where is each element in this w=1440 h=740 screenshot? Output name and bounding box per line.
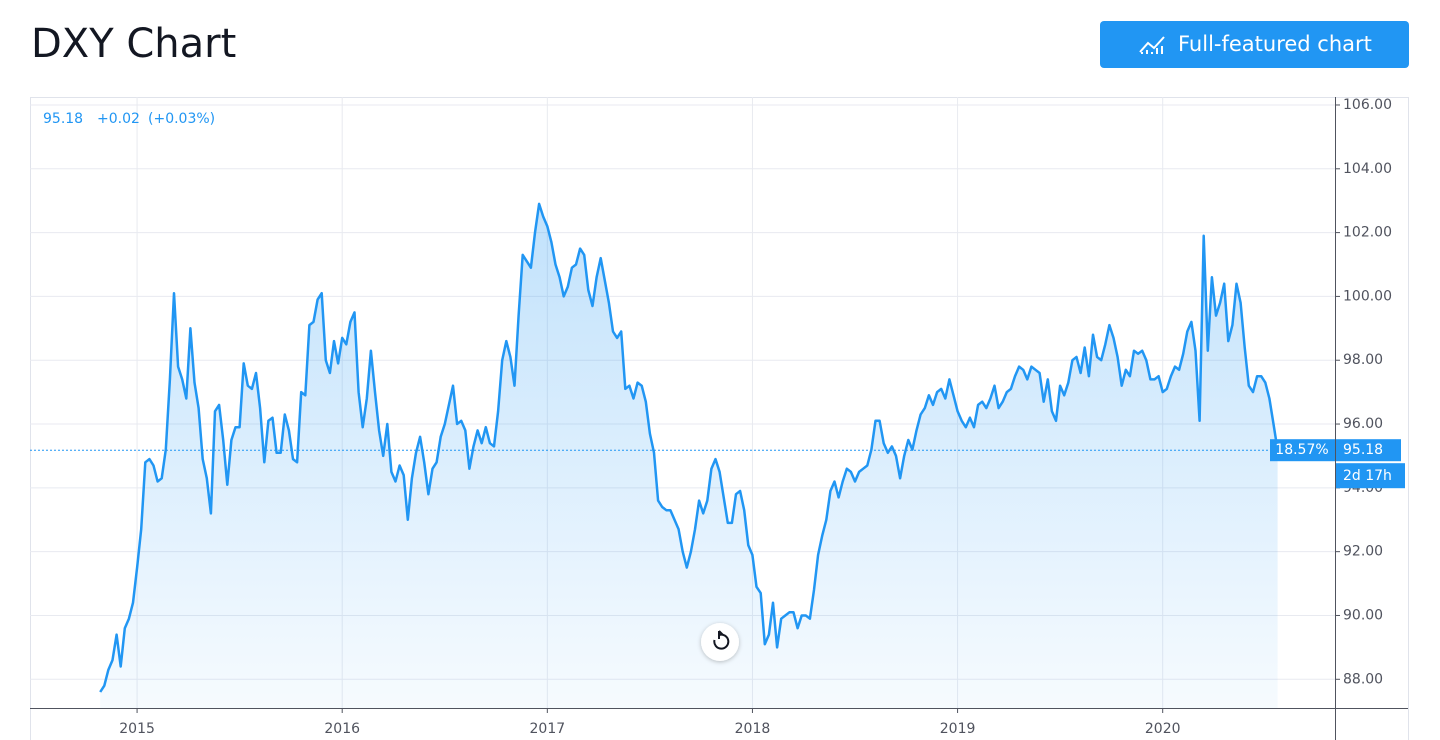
y-tick-label: 102.00 (1343, 225, 1392, 241)
area (100, 203, 1278, 708)
button-background[interactable] (1100, 21, 1409, 68)
chart-title: DXY Chart (31, 21, 236, 67)
percent-badge (1270, 439, 1335, 462)
chart-frame (30, 97, 1409, 740)
reset-circle[interactable] (701, 623, 739, 661)
y-tick-label: 100.00 (1343, 288, 1392, 304)
x-tick-label: 2019 (940, 721, 976, 737)
legend-price: 95.18 (43, 111, 83, 127)
countdown-badge (1336, 463, 1405, 489)
price-badge (1336, 439, 1401, 462)
legend-change: +0.02 (97, 111, 140, 127)
y-tick-label: 106.00 (1343, 97, 1392, 113)
full-chart-button[interactable]: Full-featured chart (1100, 21, 1409, 68)
y-tick-label: 92.00 (1343, 544, 1383, 560)
reset-button[interactable] (701, 623, 739, 661)
price-badge-label: 95.18 (1343, 442, 1383, 458)
x-tick-label: 2017 (530, 721, 566, 737)
countdown-label: 2d 17h (1343, 468, 1392, 484)
x-tick-label: 2018 (735, 721, 771, 737)
button-label[interactable]: Full-featured chart (1178, 32, 1372, 56)
y-tick-label: 96.00 (1343, 416, 1383, 432)
reset-icon (713, 630, 730, 650)
y-tick-label: 88.00 (1343, 671, 1383, 687)
x-tick-label: 2016 (324, 721, 360, 737)
percent-label: 18.57% (1275, 442, 1328, 458)
price-line (99, 202, 1279, 693)
button-icon (1139, 36, 1165, 54)
x-tick-label: 2015 (119, 721, 155, 737)
x-tick-label: 2020 (1145, 721, 1181, 737)
y-tick-label: 98.00 (1343, 352, 1383, 368)
legend-change-pct: (+0.03%) (148, 111, 215, 127)
y-tick-label: 90.00 (1343, 607, 1383, 623)
y-tick-label: 104.00 (1343, 161, 1392, 177)
